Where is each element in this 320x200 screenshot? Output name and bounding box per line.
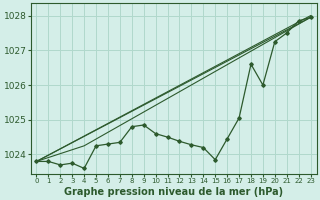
X-axis label: Graphe pression niveau de la mer (hPa): Graphe pression niveau de la mer (hPa) <box>64 187 283 197</box>
